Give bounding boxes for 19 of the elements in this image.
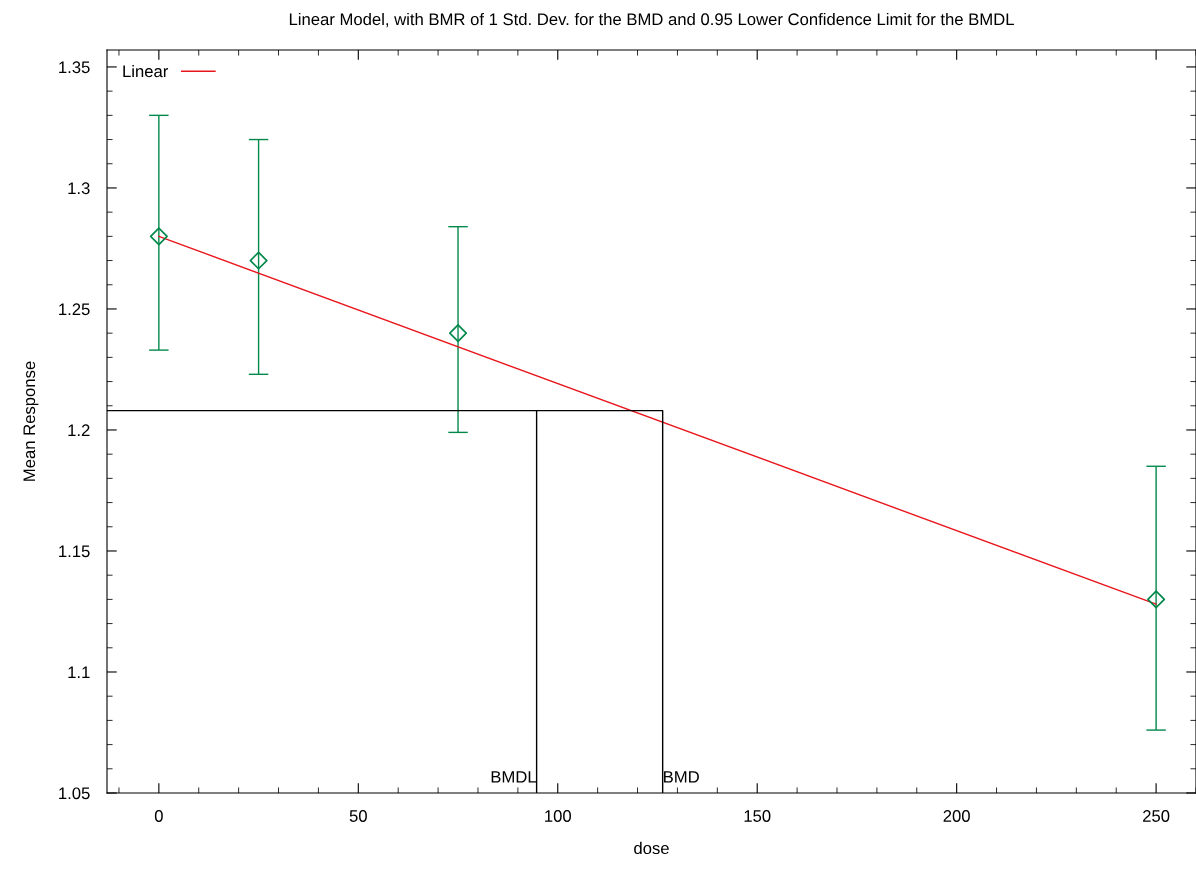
y-tick-label: 1.05 — [59, 787, 90, 800]
y-tick-label: 1.2 — [68, 424, 90, 437]
legend-label: Linear — [123, 65, 169, 78]
y-tick-label: 1.35 — [59, 61, 90, 74]
x-tick-label: 150 — [744, 810, 771, 822]
x-tick-label: 200 — [943, 810, 970, 822]
y-axis-title: Mean Response — [23, 361, 39, 481]
y-tick-label: 1.1 — [68, 666, 90, 679]
x-tick-label: 250 — [1143, 810, 1170, 822]
x-tick-label: 0 — [154, 810, 163, 822]
y-tick-label: 1.15 — [59, 545, 90, 558]
annotation: BMDL — [491, 771, 537, 783]
y-tick-label: 1.3 — [68, 182, 90, 195]
x-tick-label: 100 — [545, 810, 572, 822]
x-tick-label: 50 — [349, 810, 367, 822]
chart-title: Linear Model, with BMR of 1 Std. Dev. for the BMD and 0.95 Lower Confidence Limit for the BMDL — [289, 12, 1014, 28]
y-tick-label: 1.25 — [59, 303, 90, 316]
annotation: BMD — [664, 771, 699, 783]
x-axis-title: dose — [634, 841, 669, 855]
